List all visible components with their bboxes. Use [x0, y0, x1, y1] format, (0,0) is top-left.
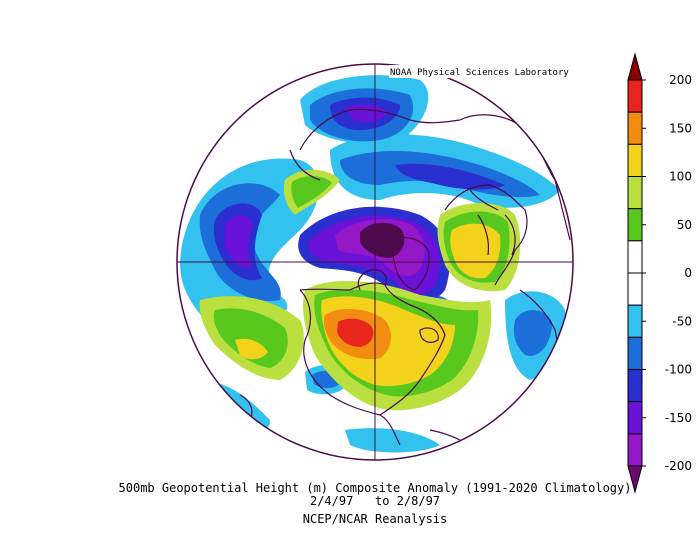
colorbar-swatch — [627, 143, 643, 177]
colorbar-top-triangle — [627, 52, 643, 81]
anomaly-contours — [180, 75, 571, 453]
colorbar-tick-label: -50 — [672, 314, 692, 328]
colorbar-tick-label: 200 — [669, 73, 692, 87]
polar-map: NOAA Physical Sciences Laboratory — [176, 63, 574, 461]
date-range: 2/4/97 to 2/8/97 — [309, 494, 441, 508]
colorbar-bottom-triangle — [627, 465, 643, 494]
colorbar-swatch — [627, 208, 643, 242]
colorbar-swatch — [627, 272, 643, 306]
colorbar-swatch — [627, 369, 643, 403]
colorbar-tick-label: 150 — [669, 121, 692, 135]
colorbar-tick-label: -100 — [665, 363, 692, 377]
colorbar-swatch — [627, 433, 643, 467]
colorbar-swatch — [627, 79, 643, 113]
colorbar-swatch — [627, 111, 643, 145]
colorbar-swatch — [627, 401, 643, 435]
colorbar-tick-label: 0 — [684, 266, 692, 280]
colorbar-tick-label: 50 — [677, 218, 692, 232]
source-label: NOAA Physical Sciences Laboratory — [390, 68, 569, 78]
colorbar-swatch — [627, 240, 643, 274]
colorbar-tick-label: -200 — [665, 459, 692, 473]
colorbar-swatches — [627, 52, 643, 494]
dataset-label: NCEP/NCAR Reanalysis — [302, 512, 448, 526]
colorbar-swatch — [627, 336, 643, 371]
colorbar: 200 150 100 50 0 -50 -100 -150 -200 — [627, 52, 692, 494]
colorbar-tick-label: -150 — [665, 411, 692, 425]
colorbar-swatch — [627, 304, 643, 338]
figure-title: 500mb Geopotential Height (m) Composite … — [118, 481, 632, 495]
colorbar-tick-label: 100 — [669, 170, 692, 184]
colorbar-swatch — [627, 176, 643, 210]
colorbar-tick-labels: 200 150 100 50 0 -50 -100 -150 -200 — [642, 73, 692, 473]
